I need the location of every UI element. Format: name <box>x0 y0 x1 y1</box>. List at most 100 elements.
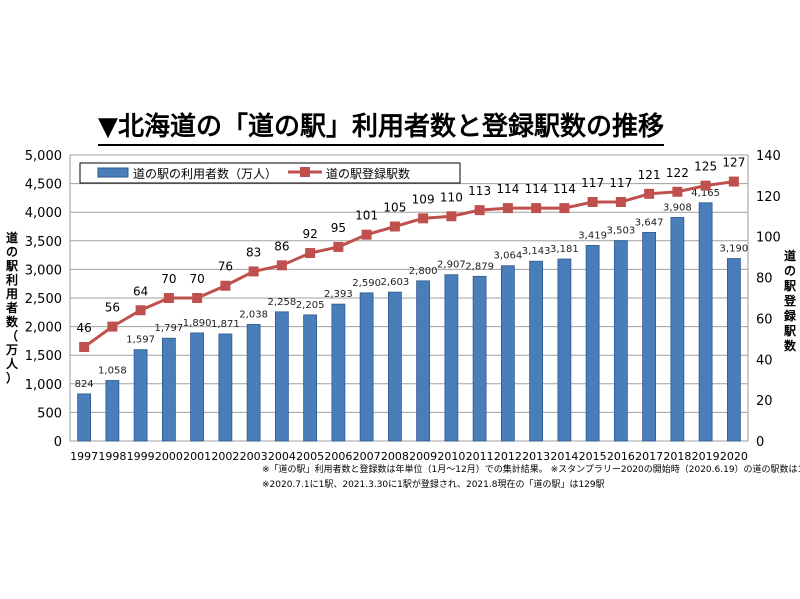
line-data-label: 110 <box>440 190 463 204</box>
line-data-label: 46 <box>76 321 91 335</box>
line-marker <box>502 203 513 214</box>
y-axis-title-char: 道 <box>6 230 18 245</box>
y-tick-label: 4,500 <box>25 178 62 193</box>
y-tick-label: 500 <box>37 406 62 421</box>
line-data-label: 56 <box>105 301 120 315</box>
y2-tick-label: 140 <box>756 149 781 164</box>
x-tick-label: 2011 <box>466 450 494 463</box>
line-marker <box>305 248 316 259</box>
bar <box>500 265 515 442</box>
line-marker <box>361 229 372 240</box>
bar <box>359 292 374 442</box>
bar <box>133 349 148 442</box>
x-tick-label: 2012 <box>494 450 522 463</box>
x-tick-label: 2020 <box>720 450 748 463</box>
y-tick-label: 1,500 <box>25 349 62 364</box>
x-tick-label: 2008 <box>381 450 409 463</box>
line-data-label: 125 <box>694 160 717 174</box>
line-marker <box>79 342 90 353</box>
bar-data-label: 3,908 <box>663 202 692 213</box>
bar <box>161 337 176 442</box>
y-axis-title-char: 数 <box>6 314 19 329</box>
bar <box>387 291 402 442</box>
y-axis-title-char: ） <box>6 370 18 385</box>
line-data-label: 92 <box>302 227 317 241</box>
x-tick-label: 1997 <box>70 450 98 463</box>
legend-line-marker <box>300 167 310 177</box>
bar <box>218 333 233 442</box>
y2-tick-label: 0 <box>756 435 764 450</box>
y-tick-label: 5,000 <box>25 149 62 164</box>
line-marker <box>248 266 259 277</box>
line-marker <box>333 241 344 252</box>
bar-data-label: 3,181 <box>550 244 579 255</box>
line-data-label: 70 <box>189 272 204 286</box>
x-tick-label: 2018 <box>663 450 691 463</box>
bar-data-label: 3,419 <box>578 230 607 241</box>
line-data-label: 76 <box>218 260 233 274</box>
y-axis-title-char: 人 <box>6 356 19 371</box>
y2-tick-label: 60 <box>756 312 773 327</box>
y2-tick-label: 80 <box>756 272 773 287</box>
y-axis-title-char: 用 <box>5 287 18 301</box>
line-data-label: 105 <box>383 201 406 215</box>
bar-data-label: 4,165 <box>691 188 720 199</box>
bar-data-label: 1,890 <box>183 318 212 329</box>
bar <box>613 240 628 442</box>
line-marker <box>474 205 485 216</box>
line-data-label: 70 <box>161 272 176 286</box>
y2-axis-title-char: 道 <box>784 248 796 263</box>
bar <box>416 280 431 442</box>
line-data-label: 114 <box>525 182 548 196</box>
x-tick-label: 2017 <box>635 450 663 463</box>
bar <box>331 303 346 442</box>
y2-axis-title-char: 数 <box>784 338 797 353</box>
line-marker <box>531 203 542 214</box>
line-marker <box>220 280 231 291</box>
line-marker <box>135 305 146 316</box>
bar-data-label: 2,258 <box>268 297 297 308</box>
y-tick-label: 4,000 <box>25 206 62 221</box>
legend-line-label: 道の駅登録駅数 <box>326 166 410 181</box>
bar <box>698 202 713 442</box>
bar-data-label: 3,647 <box>635 217 664 228</box>
y2-axis-title-char: 録 <box>784 308 797 323</box>
line-marker <box>700 180 711 191</box>
x-tick-label: 2004 <box>268 450 296 463</box>
y-tick-label: 1,000 <box>25 378 62 393</box>
y-axis-title-char: 者 <box>5 300 18 315</box>
line-marker <box>192 293 203 303</box>
x-tick-label: 1998 <box>98 450 126 463</box>
y2-tick-label: 120 <box>756 190 781 205</box>
bar-data-label: 2,205 <box>296 300 325 311</box>
y-tick-label: 2,000 <box>25 321 62 336</box>
bar-data-label: 824 <box>75 379 94 390</box>
line-marker <box>418 213 429 224</box>
x-tick-label: 2007 <box>353 450 381 463</box>
legend-box <box>79 162 461 184</box>
chart-title: ▼北海道の「道の駅」利用者数と登録駅数の推移 <box>98 110 664 146</box>
x-tick-label: 2002 <box>211 450 239 463</box>
bar-data-label: 3,143 <box>522 246 551 257</box>
bar-data-label: 2,590 <box>352 278 381 289</box>
line-data-label: 122 <box>666 166 689 180</box>
y2-tick-label: 20 <box>756 394 773 409</box>
x-tick-label: 2006 <box>324 450 352 463</box>
bar <box>472 275 487 442</box>
bar <box>444 274 459 442</box>
x-tick-label: 2013 <box>522 450 550 463</box>
bar-data-label: 1,058 <box>98 365 127 376</box>
line-marker <box>587 196 598 207</box>
line-marker <box>728 176 739 187</box>
bar <box>670 217 685 442</box>
line-marker <box>389 221 400 232</box>
line-data-label: 101 <box>355 209 378 223</box>
bar-data-label: 2,038 <box>239 309 268 320</box>
y-axis-title-char: の <box>6 245 18 259</box>
bar <box>190 332 205 442</box>
bar-data-label: 1,597 <box>126 335 155 346</box>
bar-data-label: 2,800 <box>409 266 438 277</box>
bar <box>642 231 657 442</box>
